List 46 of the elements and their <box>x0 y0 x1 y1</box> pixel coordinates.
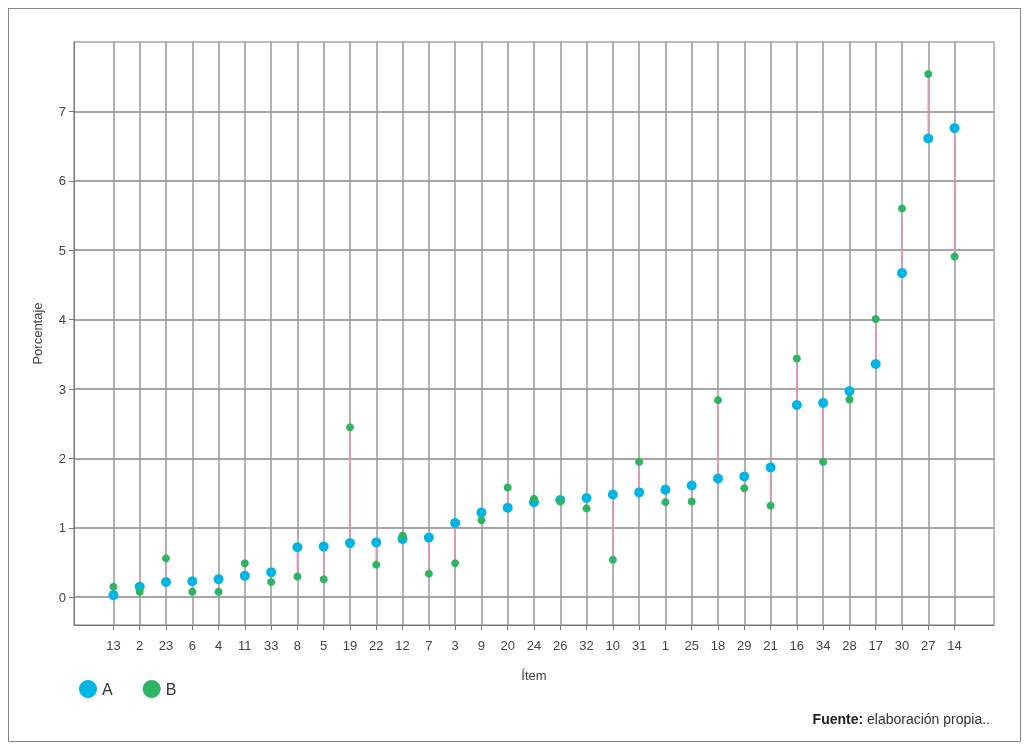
x-tick-label: 22 <box>369 638 384 653</box>
x-tick-label: 5 <box>320 638 328 653</box>
x-tick-label: 18 <box>710 638 726 653</box>
y-tick-label: 5 <box>58 242 66 258</box>
x-tick-label: 34 <box>815 638 831 653</box>
y-tick-label: 7 <box>58 103 66 119</box>
x-tick-label: 23 <box>158 638 174 653</box>
x-tick-label: 14 <box>947 638 962 653</box>
x-tick-label: 16 <box>789 638 805 653</box>
y-axis-title: Porcentaje <box>30 302 45 365</box>
x-tick-label: 21 <box>763 638 778 653</box>
x-tick-label: 7 <box>425 638 433 653</box>
y-tick-label: 6 <box>58 173 66 189</box>
x-tick-label: 31 <box>631 638 647 653</box>
source-note: Fuente: elaboración propia.. <box>812 711 991 727</box>
x-tick-label: 30 <box>894 638 910 653</box>
x-tick-label: 24 <box>526 638 542 653</box>
x-tick-label: 17 <box>868 638 883 653</box>
x-axis-title: Ítem <box>521 668 547 683</box>
x-tick-label: 13 <box>106 638 121 653</box>
x-tick-label: 10 <box>605 638 621 653</box>
x-tick-label: 4 <box>214 638 223 653</box>
x-tick-label: 19 <box>342 638 358 653</box>
x-tick-label: 12 <box>395 638 410 653</box>
y-tick-label: 1 <box>58 520 66 536</box>
x-tick-label: 3 <box>451 638 459 653</box>
x-tick-label: 9 <box>477 638 486 653</box>
x-tick-label: 25 <box>684 638 699 653</box>
x-tick-label: 2 <box>136 638 144 653</box>
x-tick-label: 20 <box>500 638 515 653</box>
y-tick-label: 0 <box>58 589 66 605</box>
x-tick-label: 29 <box>737 638 752 653</box>
x-tick-label: 32 <box>579 638 594 653</box>
x-tick-label: 6 <box>188 638 196 653</box>
y-tick-label: 2 <box>58 450 66 466</box>
y-tick-label: 3 <box>58 381 66 397</box>
x-tick-label: 11 <box>238 638 252 653</box>
y-tick-label: 4 <box>58 312 66 328</box>
legend-label: B <box>165 680 177 698</box>
x-tick-label: 1 <box>661 638 670 653</box>
x-tick-label: 28 <box>842 638 857 653</box>
x-tick-label: 27 <box>921 638 936 653</box>
x-tick-label: 33 <box>263 638 279 653</box>
legend-label: A <box>102 680 113 698</box>
x-tick-label: 26 <box>553 638 568 653</box>
x-tick-label: 8 <box>293 638 302 653</box>
